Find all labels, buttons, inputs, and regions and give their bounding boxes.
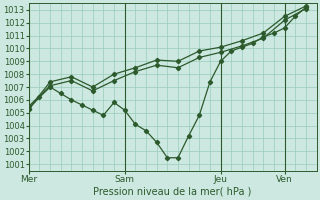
- X-axis label: Pression niveau de la mer( hPa ): Pression niveau de la mer( hPa ): [93, 187, 252, 197]
